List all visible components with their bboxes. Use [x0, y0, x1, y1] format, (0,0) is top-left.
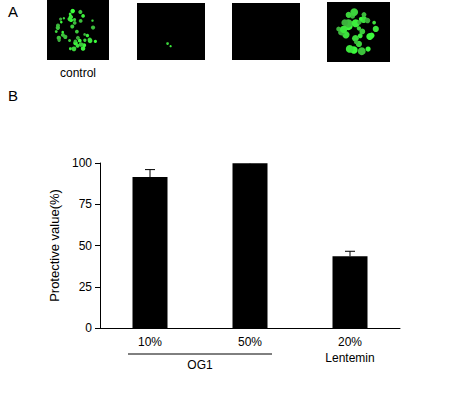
- svg-text:10%: 10%: [138, 335, 162, 349]
- svg-text:OG1: OG1: [187, 358, 213, 372]
- svg-text:0: 0: [85, 321, 92, 335]
- svg-text:50: 50: [79, 239, 93, 253]
- svg-text:25: 25: [79, 280, 93, 294]
- svg-text:control: control: [60, 66, 96, 80]
- svg-text:Lentemin: Lentemin: [325, 351, 374, 365]
- svg-text:B: B: [8, 87, 18, 104]
- svg-text:Protective value(%): Protective value(%): [47, 189, 62, 302]
- svg-text:100: 100: [72, 156, 92, 170]
- svg-text:A: A: [8, 3, 18, 20]
- svg-text:75: 75: [79, 197, 93, 211]
- svg-text:20%: 20%: [338, 335, 362, 349]
- svg-text:50%: 50%: [238, 335, 262, 349]
